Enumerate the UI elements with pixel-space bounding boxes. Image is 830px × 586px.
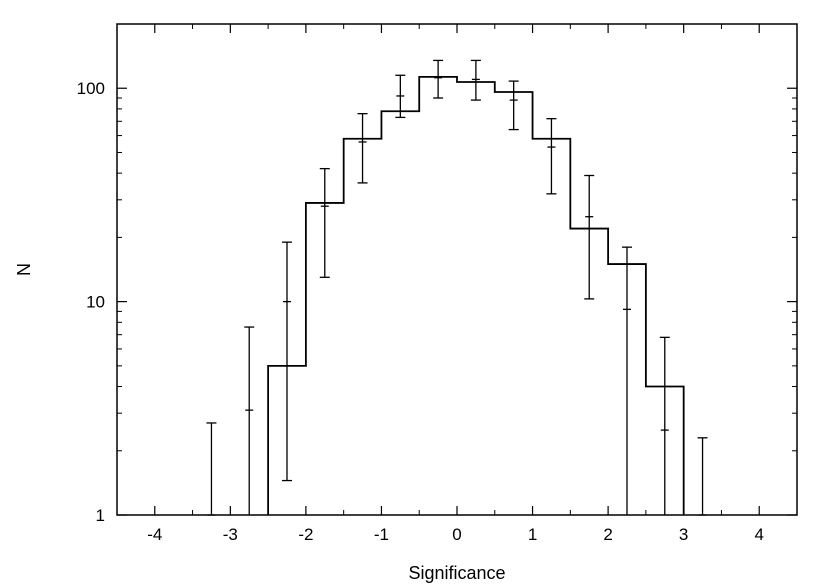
x-tick-label: -4 xyxy=(147,525,162,544)
data-point xyxy=(357,113,368,184)
x-tick-label: 1 xyxy=(528,525,537,544)
data-point xyxy=(470,59,481,101)
x-tick-label: 4 xyxy=(754,525,763,544)
data-point xyxy=(206,422,217,516)
x-tick-label: -1 xyxy=(374,525,389,544)
histogram-outline xyxy=(267,76,685,515)
y-tick-label: 1 xyxy=(96,506,105,525)
x-tick-label: 3 xyxy=(679,525,688,544)
data-point xyxy=(282,241,292,482)
data-point xyxy=(508,80,519,131)
x-tick-label: 0 xyxy=(452,525,461,544)
data-point xyxy=(697,437,708,516)
y-tick-label: 100 xyxy=(77,79,105,98)
data-point xyxy=(659,336,670,515)
x-axis-title: Significance xyxy=(408,563,505,583)
y-axis-title: N xyxy=(14,263,34,276)
data-point xyxy=(622,246,632,515)
x-tick-labels: -4 -3 -2 -1 0 1 2 3 4 xyxy=(147,525,764,544)
data-point xyxy=(433,59,444,99)
data-point xyxy=(244,326,255,515)
data-point xyxy=(395,74,406,119)
x-tick-label: -2 xyxy=(298,525,313,544)
data-point xyxy=(584,174,595,300)
data-point xyxy=(319,167,330,278)
y-tick-labels: 1 10 100 xyxy=(77,79,105,525)
plot-frame xyxy=(116,23,798,516)
axis-ticks xyxy=(116,23,798,516)
data-point xyxy=(546,118,557,195)
x-tick-label: 2 xyxy=(603,525,612,544)
y-tick-label: 10 xyxy=(86,293,105,312)
x-tick-label: -3 xyxy=(223,525,238,544)
data-series xyxy=(206,59,708,516)
